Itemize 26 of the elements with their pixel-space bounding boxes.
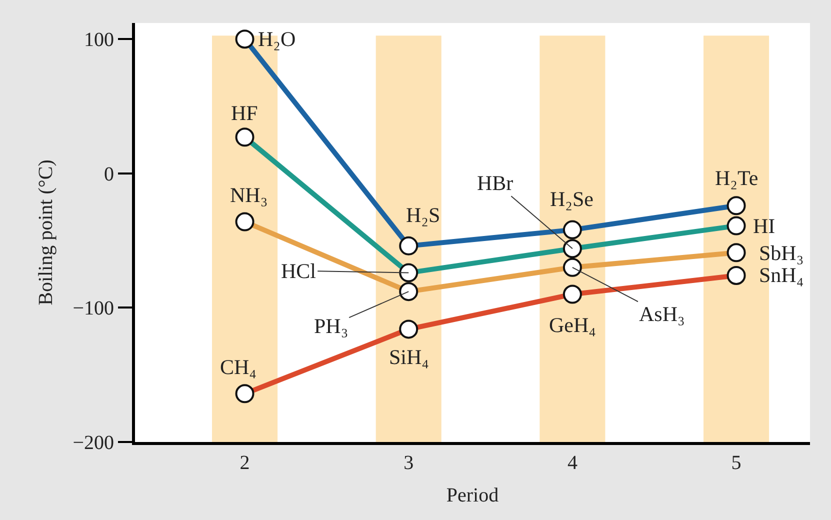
annotation: HI [753,214,776,238]
x-axis-title: Period [446,484,499,506]
annotation: PH₃ [314,314,348,338]
annotation: SnH₄ [759,263,804,287]
y-tick-label: 0 [104,163,114,186]
y-axis-title: Boiling point (°C) [35,160,58,306]
annotation: H₂O [258,27,296,51]
x-tick-label: 2 [240,452,250,474]
x-tick-label: 4 [567,452,578,474]
y-tick-label: 100 [84,29,114,52]
annotation: AsH₃ [639,302,685,326]
annotation: SiH₄ [389,345,430,369]
annotation: H₂S [406,203,440,227]
y-tick-label: −200 [72,432,114,454]
y-tick-label: −100 [72,298,114,320]
annotation: HBr [477,171,514,195]
x-tick-label: 5 [731,452,742,474]
annotation: GeH₄ [549,313,596,337]
annotation: H₂Se [550,187,594,211]
annotation: SbH₃ [759,241,804,265]
annotation: HF [231,101,258,125]
annotation: H₂Te [715,166,758,190]
annotation: HCl [281,259,316,283]
annotation: CH₄ [220,355,256,379]
x-tick-label: 3 [404,452,414,474]
annotation: NH₃ [230,183,268,207]
